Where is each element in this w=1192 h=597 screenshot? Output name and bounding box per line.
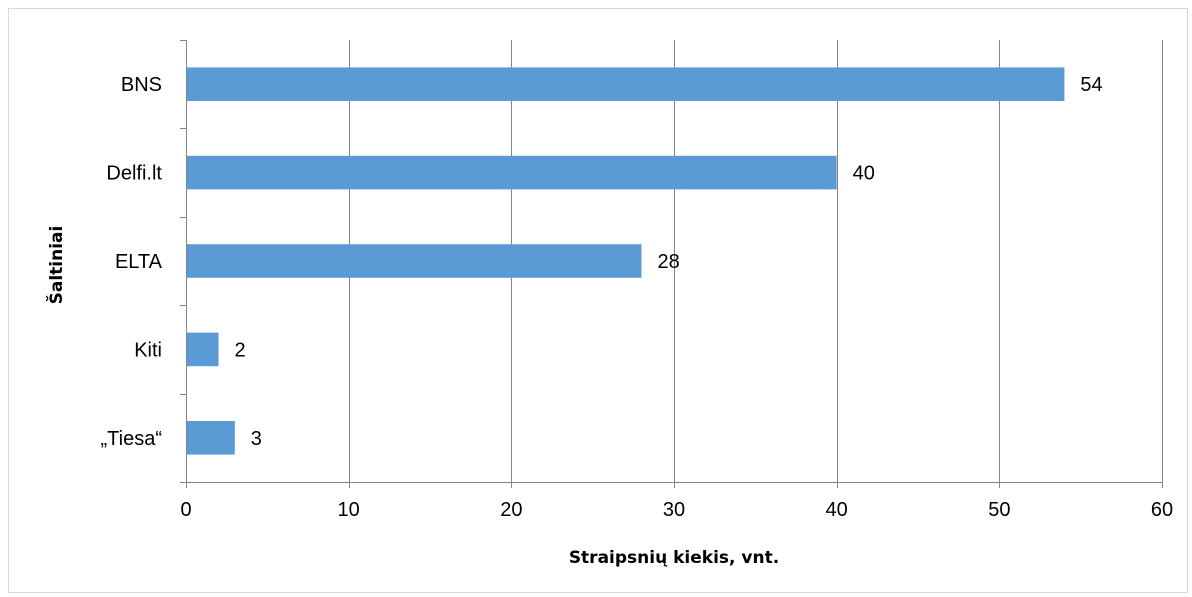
data-label: 3 <box>251 428 262 450</box>
x-tick-label: 50 <box>988 499 1010 521</box>
bar <box>187 67 1065 101</box>
x-axis-title: Straipsnių kiekis, vnt. <box>569 548 779 568</box>
data-label: 54 <box>1080 74 1102 96</box>
y-category-label: BNS <box>121 74 162 96</box>
x-tick-label: 60 <box>1151 499 1173 521</box>
x-tick-label: 0 <box>180 499 191 521</box>
data-label: 28 <box>657 251 679 273</box>
y-category-label: ELTA <box>115 251 163 273</box>
x-tick-label: 40 <box>826 499 848 521</box>
x-tick-label: 30 <box>663 499 685 521</box>
y-axis-title: Šaltiniai <box>45 226 67 305</box>
bars <box>187 67 1065 455</box>
x-tick-label: 20 <box>500 499 522 521</box>
gridlines <box>349 40 1163 482</box>
labels: 0 10 20 30 40 50 60 BNS 54 Delfi.lt 40 ELTA 28 Kiti 2 „… <box>101 74 1174 521</box>
data-label: 2 <box>235 339 246 361</box>
y-category-label: Kiti <box>134 339 162 361</box>
bar <box>187 155 837 190</box>
axes <box>180 40 1163 488</box>
data-label: 40 <box>853 163 875 185</box>
bar <box>187 244 642 278</box>
y-category-label: Delfi.lt <box>106 163 162 185</box>
bar <box>187 421 235 455</box>
chart-frame <box>8 8 1188 593</box>
y-category-label: „Tiesa“ <box>101 428 162 450</box>
x-tick-label: 10 <box>338 499 360 521</box>
bar <box>187 332 219 367</box>
